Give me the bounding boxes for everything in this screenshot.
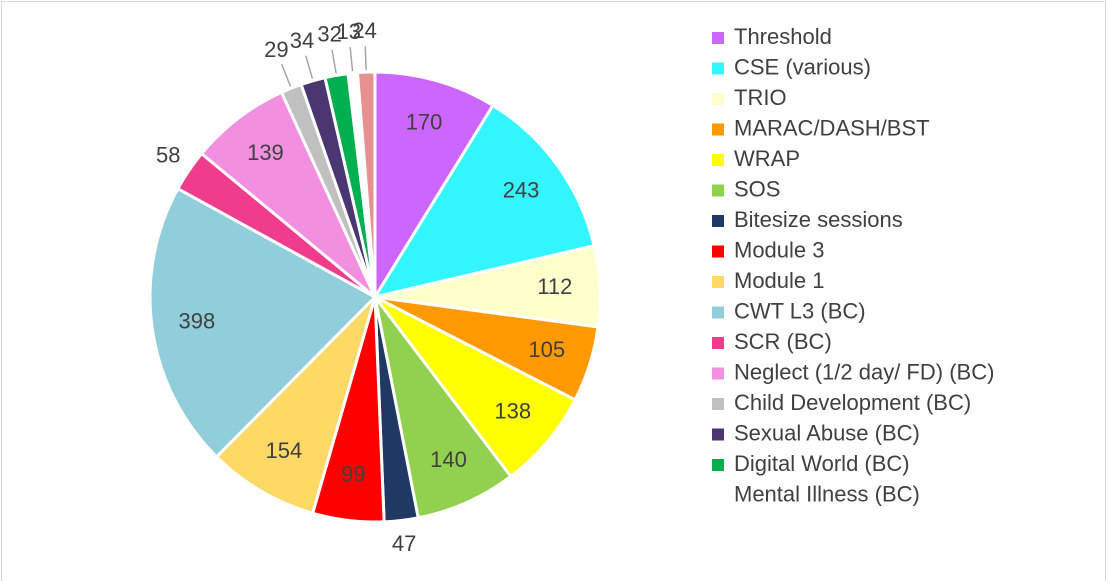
legend-marker <box>712 215 724 227</box>
legend-label: Threshold <box>734 24 832 49</box>
data-label: 112 <box>537 274 572 299</box>
legend-label: Child Development (BC) <box>734 390 971 415</box>
leader-line <box>349 47 354 72</box>
pie-slice <box>148 186 378 459</box>
data-label: 139 <box>247 140 284 165</box>
legend-label: Bitesize sessions <box>734 207 903 232</box>
legend-marker <box>712 93 724 105</box>
data-label: 138 <box>494 399 531 424</box>
data-label: 47 <box>392 531 416 556</box>
data-label: 140 <box>430 447 467 472</box>
pie-slice <box>355 70 377 298</box>
legend-label: SOS <box>734 176 780 201</box>
pie-slice <box>373 296 513 520</box>
legend-label: CWT L3 (BC) <box>734 298 866 323</box>
pie-slice <box>199 90 377 299</box>
legend-marker <box>712 428 724 441</box>
legend-label: CSE (various) <box>734 54 871 79</box>
data-label: 24 <box>352 18 376 43</box>
data-label: 243 <box>503 178 540 203</box>
data-label: 34 <box>290 28 314 53</box>
legend-marker <box>712 459 724 471</box>
legend-marker <box>712 184 724 197</box>
legend-label: Module 3 <box>734 237 825 262</box>
legend-label: WRAP <box>734 146 800 171</box>
legend-label: MARAC/DASH/BST <box>734 115 930 140</box>
data-label: 29 <box>264 37 288 62</box>
legend-label: TRIO <box>734 85 787 110</box>
data-label: 105 <box>528 337 565 362</box>
leader-line <box>280 63 292 87</box>
leader-line <box>364 46 367 71</box>
legend-marker <box>712 245 724 258</box>
legend-marker <box>712 62 724 75</box>
legend-marker <box>712 337 724 349</box>
legend-marker <box>712 489 724 502</box>
legend-marker <box>712 276 724 288</box>
pie-slice <box>214 295 377 516</box>
legend-label: Module 1 <box>734 268 825 293</box>
legend-marker <box>712 32 724 44</box>
pie-slice <box>373 70 496 303</box>
legend-marker <box>712 123 724 136</box>
legend-label: Sexual Abuse (BC) <box>734 420 920 445</box>
legend-marker <box>712 367 724 380</box>
data-label: 99 <box>341 462 365 487</box>
legend-label: Neglect (1/2 day/ FD) (BC) <box>734 359 994 384</box>
legend-marker <box>712 154 724 166</box>
data-label: 58 <box>156 142 180 167</box>
data-label: 32 <box>317 22 341 47</box>
legend-label: Digital World (BC) <box>734 451 910 476</box>
pie-slice <box>373 295 578 479</box>
data-label: 170 <box>406 110 443 135</box>
data-label: 154 <box>266 438 303 463</box>
legend-label: SCR (BC) <box>734 329 832 354</box>
legend-marker <box>712 398 724 410</box>
legend-marker <box>712 306 724 319</box>
pie-slice <box>371 103 596 300</box>
data-label: 13 <box>337 19 361 44</box>
legend-label: Mental Illness (BC) <box>734 481 920 506</box>
data-label: 398 <box>178 309 215 334</box>
leader-line <box>331 49 337 74</box>
leader-line <box>305 55 314 80</box>
